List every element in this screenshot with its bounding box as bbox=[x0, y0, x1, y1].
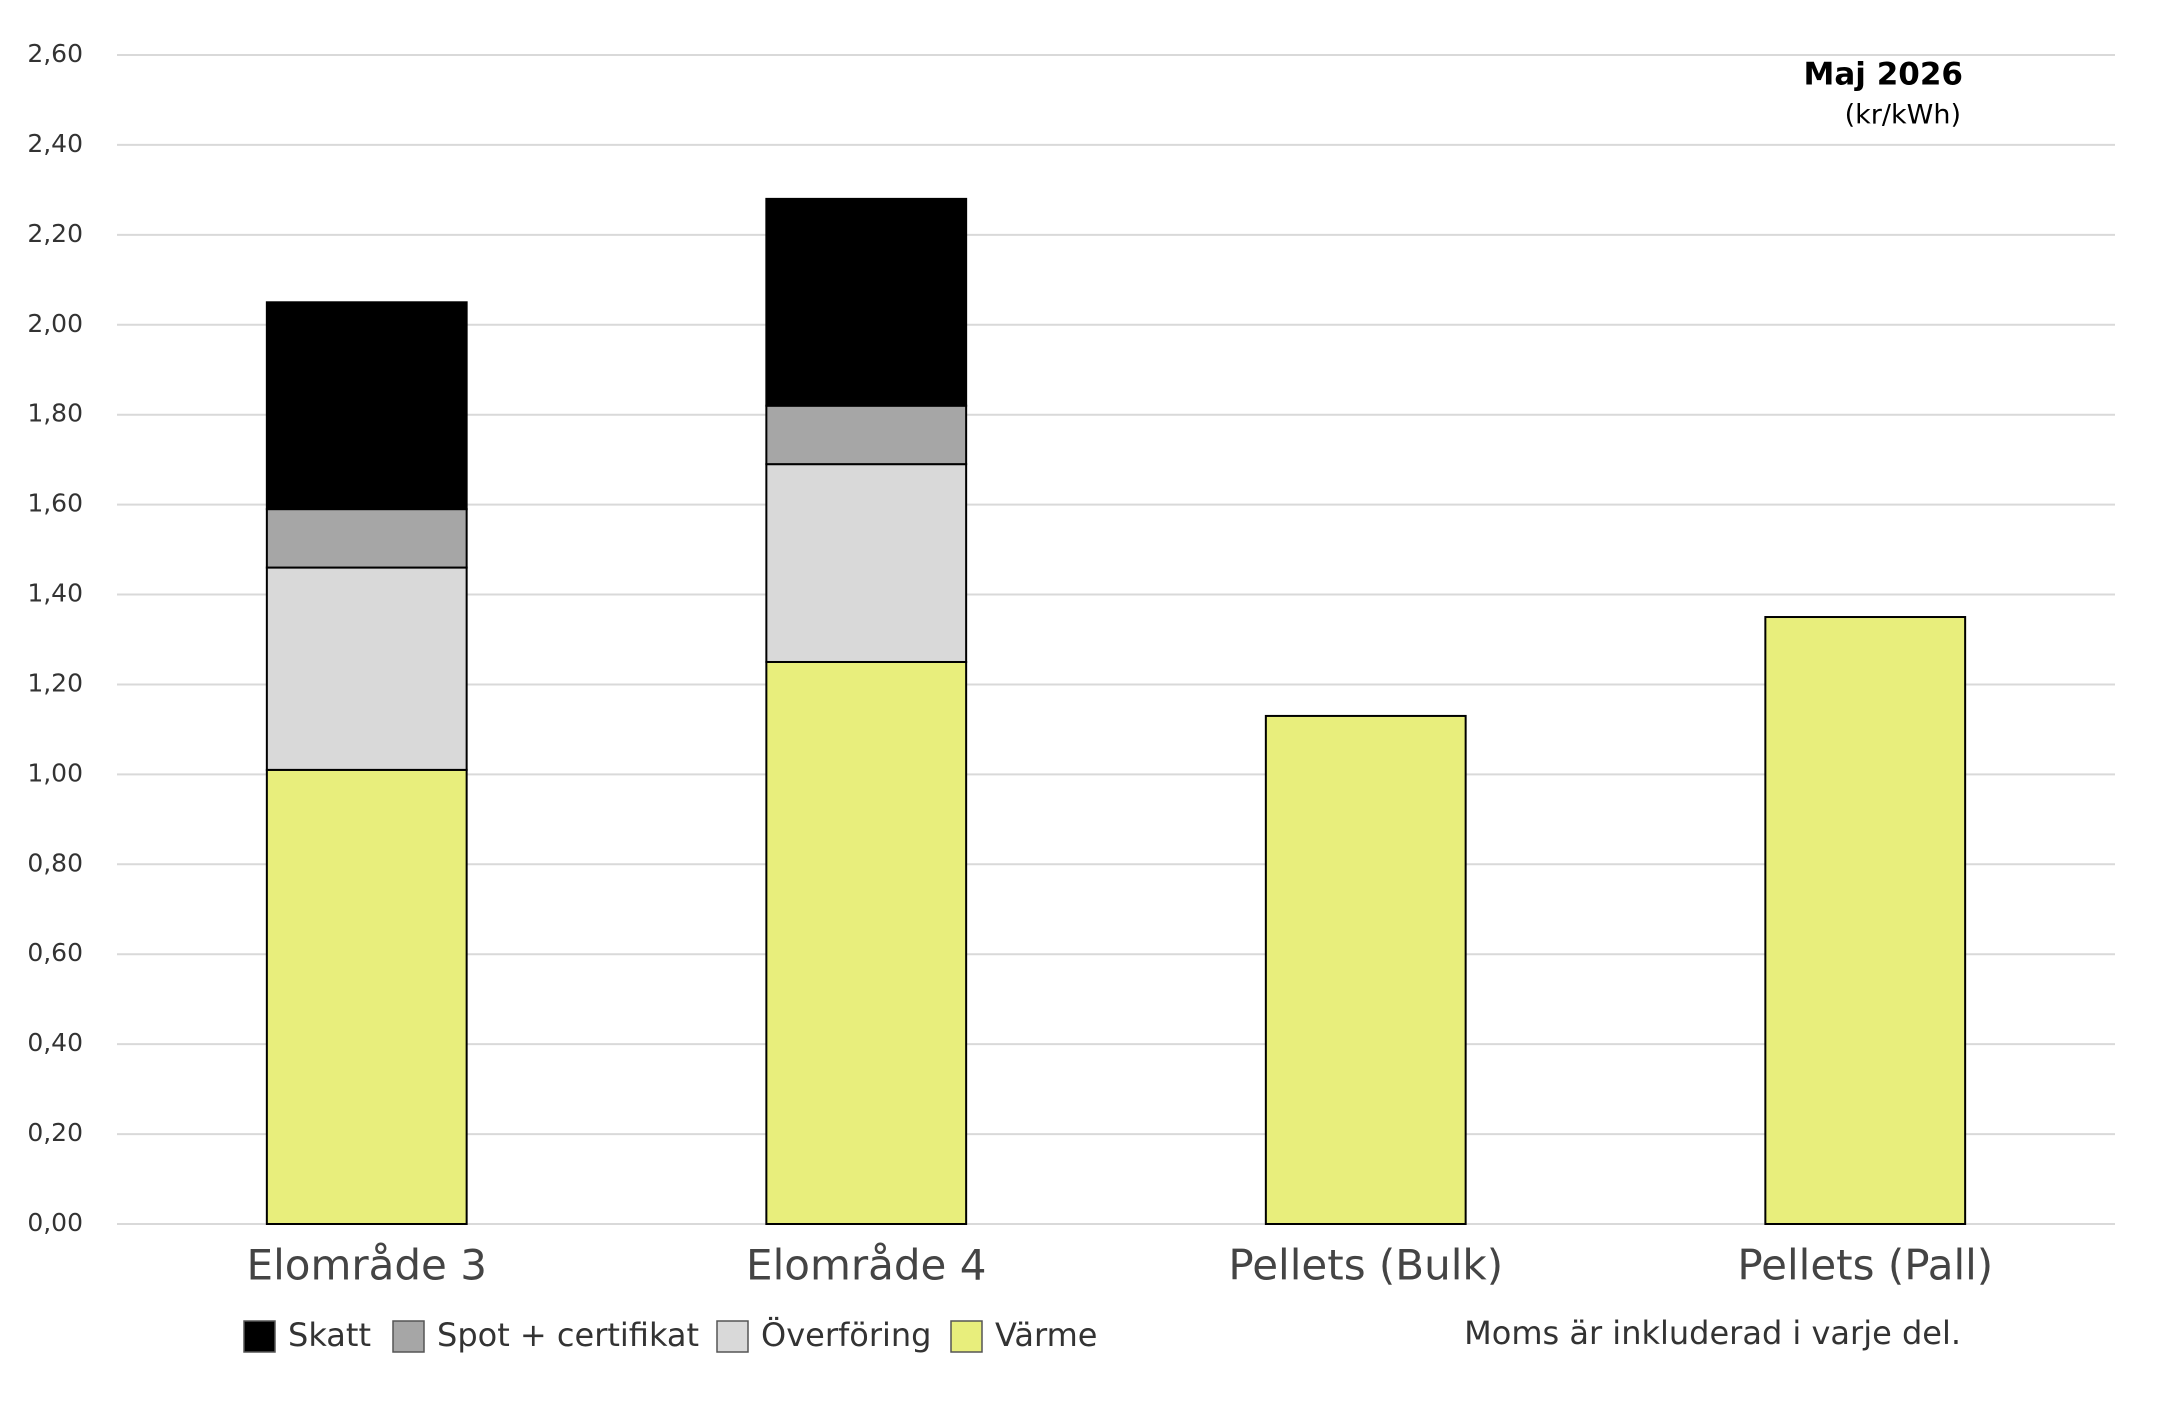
bar-segment bbox=[265, 301, 468, 511]
y-tick-label: 1,60 bbox=[27, 489, 83, 518]
x-tick-label: Elområde 4 bbox=[746, 1241, 986, 1290]
x-tick-label: Pellets (Bulk) bbox=[1228, 1241, 1503, 1290]
y-tick-label: 0,00 bbox=[27, 1208, 83, 1237]
bar-segment bbox=[265, 508, 468, 569]
bar-segment bbox=[1264, 714, 1467, 1226]
bar-segment bbox=[765, 404, 968, 466]
y-tick-label: 2,00 bbox=[27, 309, 83, 338]
y-tick-label: 0,60 bbox=[27, 938, 83, 967]
y-tick-label: 1,00 bbox=[27, 758, 83, 787]
chart-title: Maj 2026 bbox=[1804, 57, 1963, 93]
y-tick-label: 1,80 bbox=[27, 399, 83, 428]
y-tick-label: 0,80 bbox=[27, 848, 83, 877]
y-tick-label: 1,40 bbox=[27, 579, 83, 608]
bar-segment bbox=[765, 197, 968, 407]
note: Moms är inkluderad i varje del. bbox=[1464, 1314, 1961, 1352]
bar-segment bbox=[265, 566, 468, 771]
bar-segment bbox=[765, 660, 968, 1225]
y-tick-label: 1,20 bbox=[27, 668, 83, 697]
legend-label: Skatt bbox=[288, 1316, 371, 1354]
y-tick-label: 2,20 bbox=[27, 219, 83, 248]
x-tick-label: Elområde 3 bbox=[247, 1241, 487, 1290]
bar-segment bbox=[265, 768, 468, 1226]
y-tick-label: 0,20 bbox=[27, 1118, 83, 1147]
legend-swatch bbox=[392, 1320, 425, 1353]
legend-label: Överföring bbox=[761, 1316, 931, 1354]
legend-label: Spot + certifikat bbox=[437, 1316, 699, 1354]
y-tick-label: 2,60 bbox=[27, 39, 83, 68]
legend-swatch bbox=[243, 1320, 276, 1353]
bar-segment bbox=[765, 463, 968, 663]
y-tick-label: 0,40 bbox=[27, 1028, 83, 1057]
chart-subtitle: (kr/kWh) bbox=[1845, 100, 1961, 131]
legend-swatch bbox=[716, 1320, 749, 1353]
legend-label: Värme bbox=[995, 1316, 1097, 1354]
x-tick-label: Pellets (Pall) bbox=[1737, 1241, 1993, 1290]
legend-swatch bbox=[950, 1320, 983, 1353]
y-tick-label: 2,40 bbox=[27, 129, 83, 158]
bar-segment bbox=[1764, 616, 1967, 1225]
